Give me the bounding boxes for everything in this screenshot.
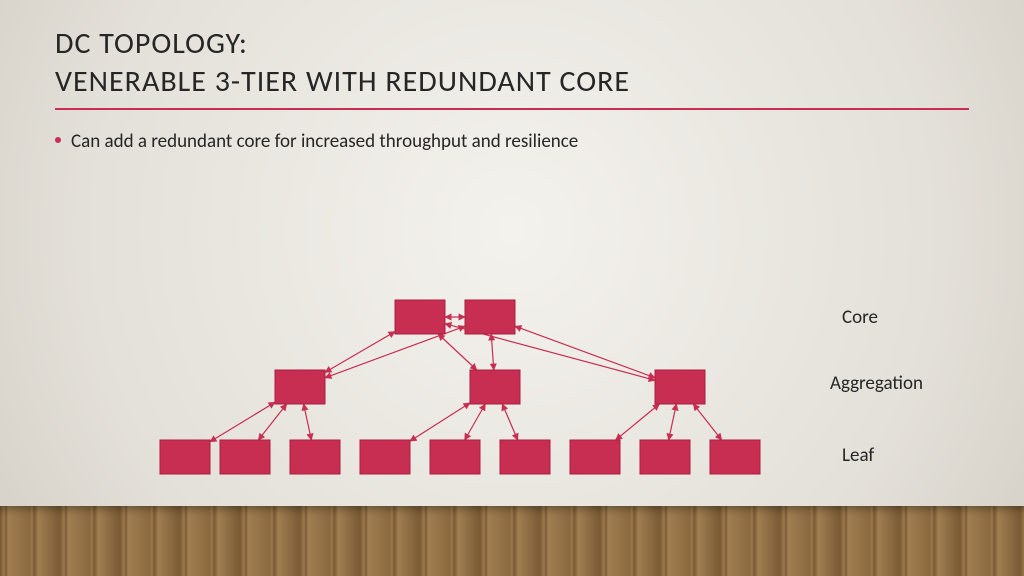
title-rule	[55, 108, 969, 110]
edge	[438, 334, 477, 370]
slide: DC TOPOLOGY: VENERABLE 3-TIER WITH REDUN…	[0, 0, 1024, 576]
node-l3	[360, 440, 410, 474]
edge	[693, 404, 721, 440]
edge	[325, 326, 465, 378]
node-l5	[500, 440, 550, 474]
tier-label-aggregation: Aggregation	[830, 372, 923, 395]
edge	[502, 404, 517, 440]
node-l6	[570, 440, 620, 474]
edge	[325, 332, 395, 373]
tier-label-core: Core	[842, 306, 878, 329]
edge	[258, 404, 286, 440]
node-l4	[430, 440, 480, 474]
edge	[465, 404, 486, 440]
node-l1	[220, 440, 270, 474]
edge	[669, 404, 677, 440]
bullet-text: Can add a redundant core for increased t…	[71, 130, 578, 153]
node-a1	[470, 370, 520, 404]
bullet-dot-icon	[55, 137, 61, 143]
nodes	[160, 300, 760, 474]
edge	[616, 404, 660, 440]
node-l8	[710, 440, 760, 474]
title-line-1: DC TOPOLOGY:	[55, 25, 248, 62]
edge	[210, 402, 275, 442]
edge	[491, 334, 494, 370]
edges	[210, 317, 722, 442]
title-line-2: VENERABLE 3-TIER WITH REDUNDANT CORE	[55, 63, 630, 100]
node-l7	[640, 440, 690, 474]
node-l0	[160, 440, 210, 474]
tier-label-leaf: Leaf	[842, 444, 874, 467]
edge	[304, 404, 312, 440]
node-c0	[395, 300, 445, 334]
node-c1	[465, 300, 515, 334]
node-a2	[655, 370, 705, 404]
node-a0	[275, 370, 325, 404]
edge	[410, 403, 470, 441]
slide-title: DC TOPOLOGY: VENERABLE 3-TIER WITH REDUN…	[55, 25, 969, 100]
bullet-row: Can add a redundant core for increased t…	[55, 130, 969, 153]
edge	[445, 324, 655, 381]
edge	[515, 326, 655, 378]
node-l2	[290, 440, 340, 474]
wood-floor	[0, 506, 1024, 576]
